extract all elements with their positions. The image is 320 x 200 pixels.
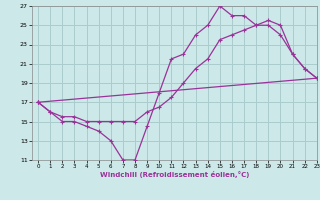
- X-axis label: Windchill (Refroidissement éolien,°C): Windchill (Refroidissement éolien,°C): [100, 171, 249, 178]
